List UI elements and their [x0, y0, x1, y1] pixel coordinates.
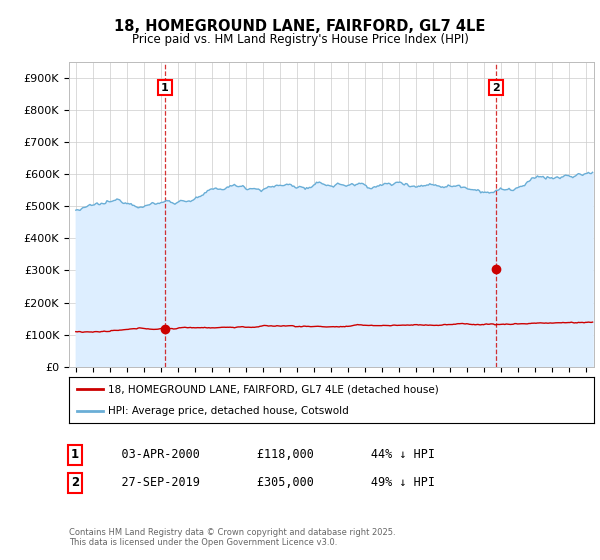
Text: 2: 2 — [492, 82, 500, 92]
Text: 18, HOMEGROUND LANE, FAIRFORD, GL7 4LE (detached house): 18, HOMEGROUND LANE, FAIRFORD, GL7 4LE (… — [109, 384, 439, 394]
Text: 1: 1 — [71, 448, 79, 461]
Text: 1: 1 — [161, 82, 169, 92]
Text: Contains HM Land Registry data © Crown copyright and database right 2025.
This d: Contains HM Land Registry data © Crown c… — [69, 528, 395, 547]
Text: 03-APR-2000        £118,000        44% ↓ HPI: 03-APR-2000 £118,000 44% ↓ HPI — [93, 448, 435, 461]
Text: HPI: Average price, detached house, Cotswold: HPI: Average price, detached house, Cots… — [109, 407, 349, 416]
Text: 27-SEP-2019        £305,000        49% ↓ HPI: 27-SEP-2019 £305,000 49% ↓ HPI — [93, 476, 435, 489]
Text: 2: 2 — [71, 476, 79, 489]
Text: Price paid vs. HM Land Registry's House Price Index (HPI): Price paid vs. HM Land Registry's House … — [131, 32, 469, 46]
Text: 18, HOMEGROUND LANE, FAIRFORD, GL7 4LE: 18, HOMEGROUND LANE, FAIRFORD, GL7 4LE — [115, 20, 485, 34]
